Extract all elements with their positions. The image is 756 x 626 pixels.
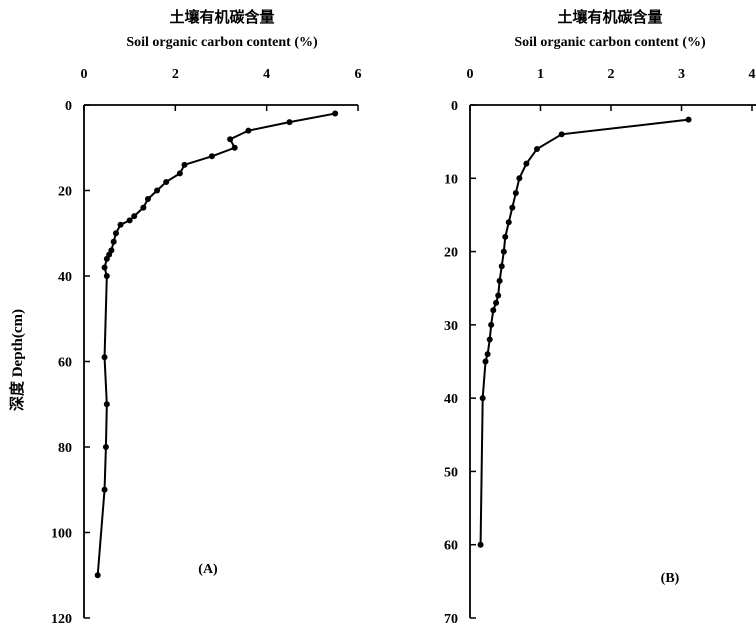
chart-b-series-line — [479, 118, 689, 545]
chart-b-data-point — [484, 351, 491, 358]
chart-a-data-point — [181, 161, 188, 168]
chart-a-data-point — [154, 187, 161, 194]
chart-a-y-tick-label: 120 — [51, 612, 72, 626]
chart-b-y-tick-label: 0 — [451, 99, 458, 114]
chart-a-series-line — [96, 112, 336, 576]
chart-a-data-point — [102, 444, 109, 450]
chart-a-data-point — [245, 127, 252, 134]
chart-b-x-tick-label: 1 — [537, 67, 544, 82]
chart-b-y-tick-label: 40 — [444, 392, 458, 407]
chart-b-data-point — [482, 358, 489, 365]
chart-a-data-point — [117, 221, 124, 228]
chart-panel-a: 土壤有机碳含量 Soil organic carbon content (%) … — [51, 8, 362, 626]
chart-a-x-tick-label: 4 — [263, 67, 270, 82]
chart-a-x-tick-label: 0 — [81, 67, 88, 82]
chart-a-data-point — [332, 110, 339, 117]
chart-b-data-point — [479, 395, 486, 402]
chart-a-x-tick-label: 2 — [172, 67, 179, 82]
chart-a-y-tick-label: 0 — [65, 99, 72, 114]
chart-b-data-point — [488, 321, 495, 328]
chart-b-panel-label: (B) — [661, 571, 680, 586]
chart-b-x-tick-label: 4 — [749, 67, 756, 82]
chart-b-data-point — [516, 175, 523, 182]
chart-panel-b: 土壤有机碳含量 Soil organic carbon content (%) … — [444, 8, 756, 626]
chart-a-data-point — [131, 213, 138, 220]
chart-a-data-point — [286, 119, 293, 126]
chart-a-y-tick-label: 60 — [58, 356, 72, 371]
chart-a-data-point — [227, 136, 234, 143]
chart-a-y-tick-label: 100 — [51, 527, 72, 542]
chart-b-data-point — [523, 160, 530, 167]
chart-b-data-point — [533, 145, 540, 152]
chart-b-y-tick-label: 50 — [444, 465, 458, 480]
chart-b-data-point — [502, 233, 509, 240]
chart-a-data-point — [126, 217, 133, 224]
chart-a-data-point — [163, 178, 170, 185]
chart-b-data-point — [490, 307, 497, 314]
chart-a-data-point — [101, 354, 108, 361]
chart-a-data-point — [208, 153, 215, 160]
chart-b-data-point — [509, 204, 516, 211]
chart-b-data-point — [493, 299, 500, 306]
chart-a-x-tick-label: 6 — [355, 67, 362, 82]
chart-b-y-tick-label: 10 — [444, 172, 458, 187]
chart-b-data-point — [558, 131, 565, 138]
chart-a-data-point — [231, 144, 238, 151]
chart-b-title-cn: 土壤有机碳含量 — [557, 8, 662, 26]
chart-b-data-point — [500, 248, 507, 255]
chart-b-data-point — [477, 541, 484, 548]
chart-a-title-en: Soil organic carbon content (%) — [126, 35, 318, 50]
chart-a-title-cn: 土壤有机碳含量 — [169, 8, 274, 26]
chart-b-y-tick-label: 20 — [444, 246, 458, 261]
chart-b-y-tick-label: 60 — [444, 539, 458, 554]
chart-b-data-point — [498, 263, 505, 270]
chart-b-x-tick-label: 2 — [608, 67, 615, 82]
chart-b-title-en: Soil organic carbon content (%) — [514, 35, 706, 50]
chart-a-data-point — [103, 255, 110, 262]
chart-b-data-point — [685, 116, 692, 123]
chart-b-x-tick-label: 0 — [467, 67, 474, 82]
chart-b-data-point — [512, 189, 519, 196]
chart-b-data-point — [505, 219, 512, 226]
chart-b-data-point — [495, 292, 502, 299]
y-axis-label: 深度 Depth(cm) — [8, 309, 26, 411]
chart-a-data-point — [103, 401, 110, 408]
chart-a-data-point — [144, 196, 151, 203]
chart-a-y-tick-label: 20 — [58, 185, 72, 200]
chart-a-data-point — [101, 486, 108, 493]
chart-b-data-point — [496, 277, 503, 284]
chart-a-y-tick-label: 40 — [58, 270, 72, 285]
chart-a-y-tick-label: 80 — [58, 441, 72, 456]
chart-a-panel-label: (A) — [198, 562, 218, 577]
chart-a-data-point — [110, 238, 117, 245]
chart-a-data-point — [94, 572, 101, 579]
chart-b-x-tick-label: 3 — [678, 67, 685, 82]
chart-b-y-tick-label: 30 — [444, 319, 458, 334]
chart-a-data-point — [103, 273, 110, 279]
chart-a-data-point — [101, 264, 108, 271]
chart-b-data-point — [486, 336, 493, 343]
chart-a-data-point — [112, 230, 119, 237]
chart-a-data-point — [140, 204, 147, 211]
chart-b-y-tick-label: 70 — [444, 612, 458, 626]
chart-a-data-point — [176, 170, 183, 177]
